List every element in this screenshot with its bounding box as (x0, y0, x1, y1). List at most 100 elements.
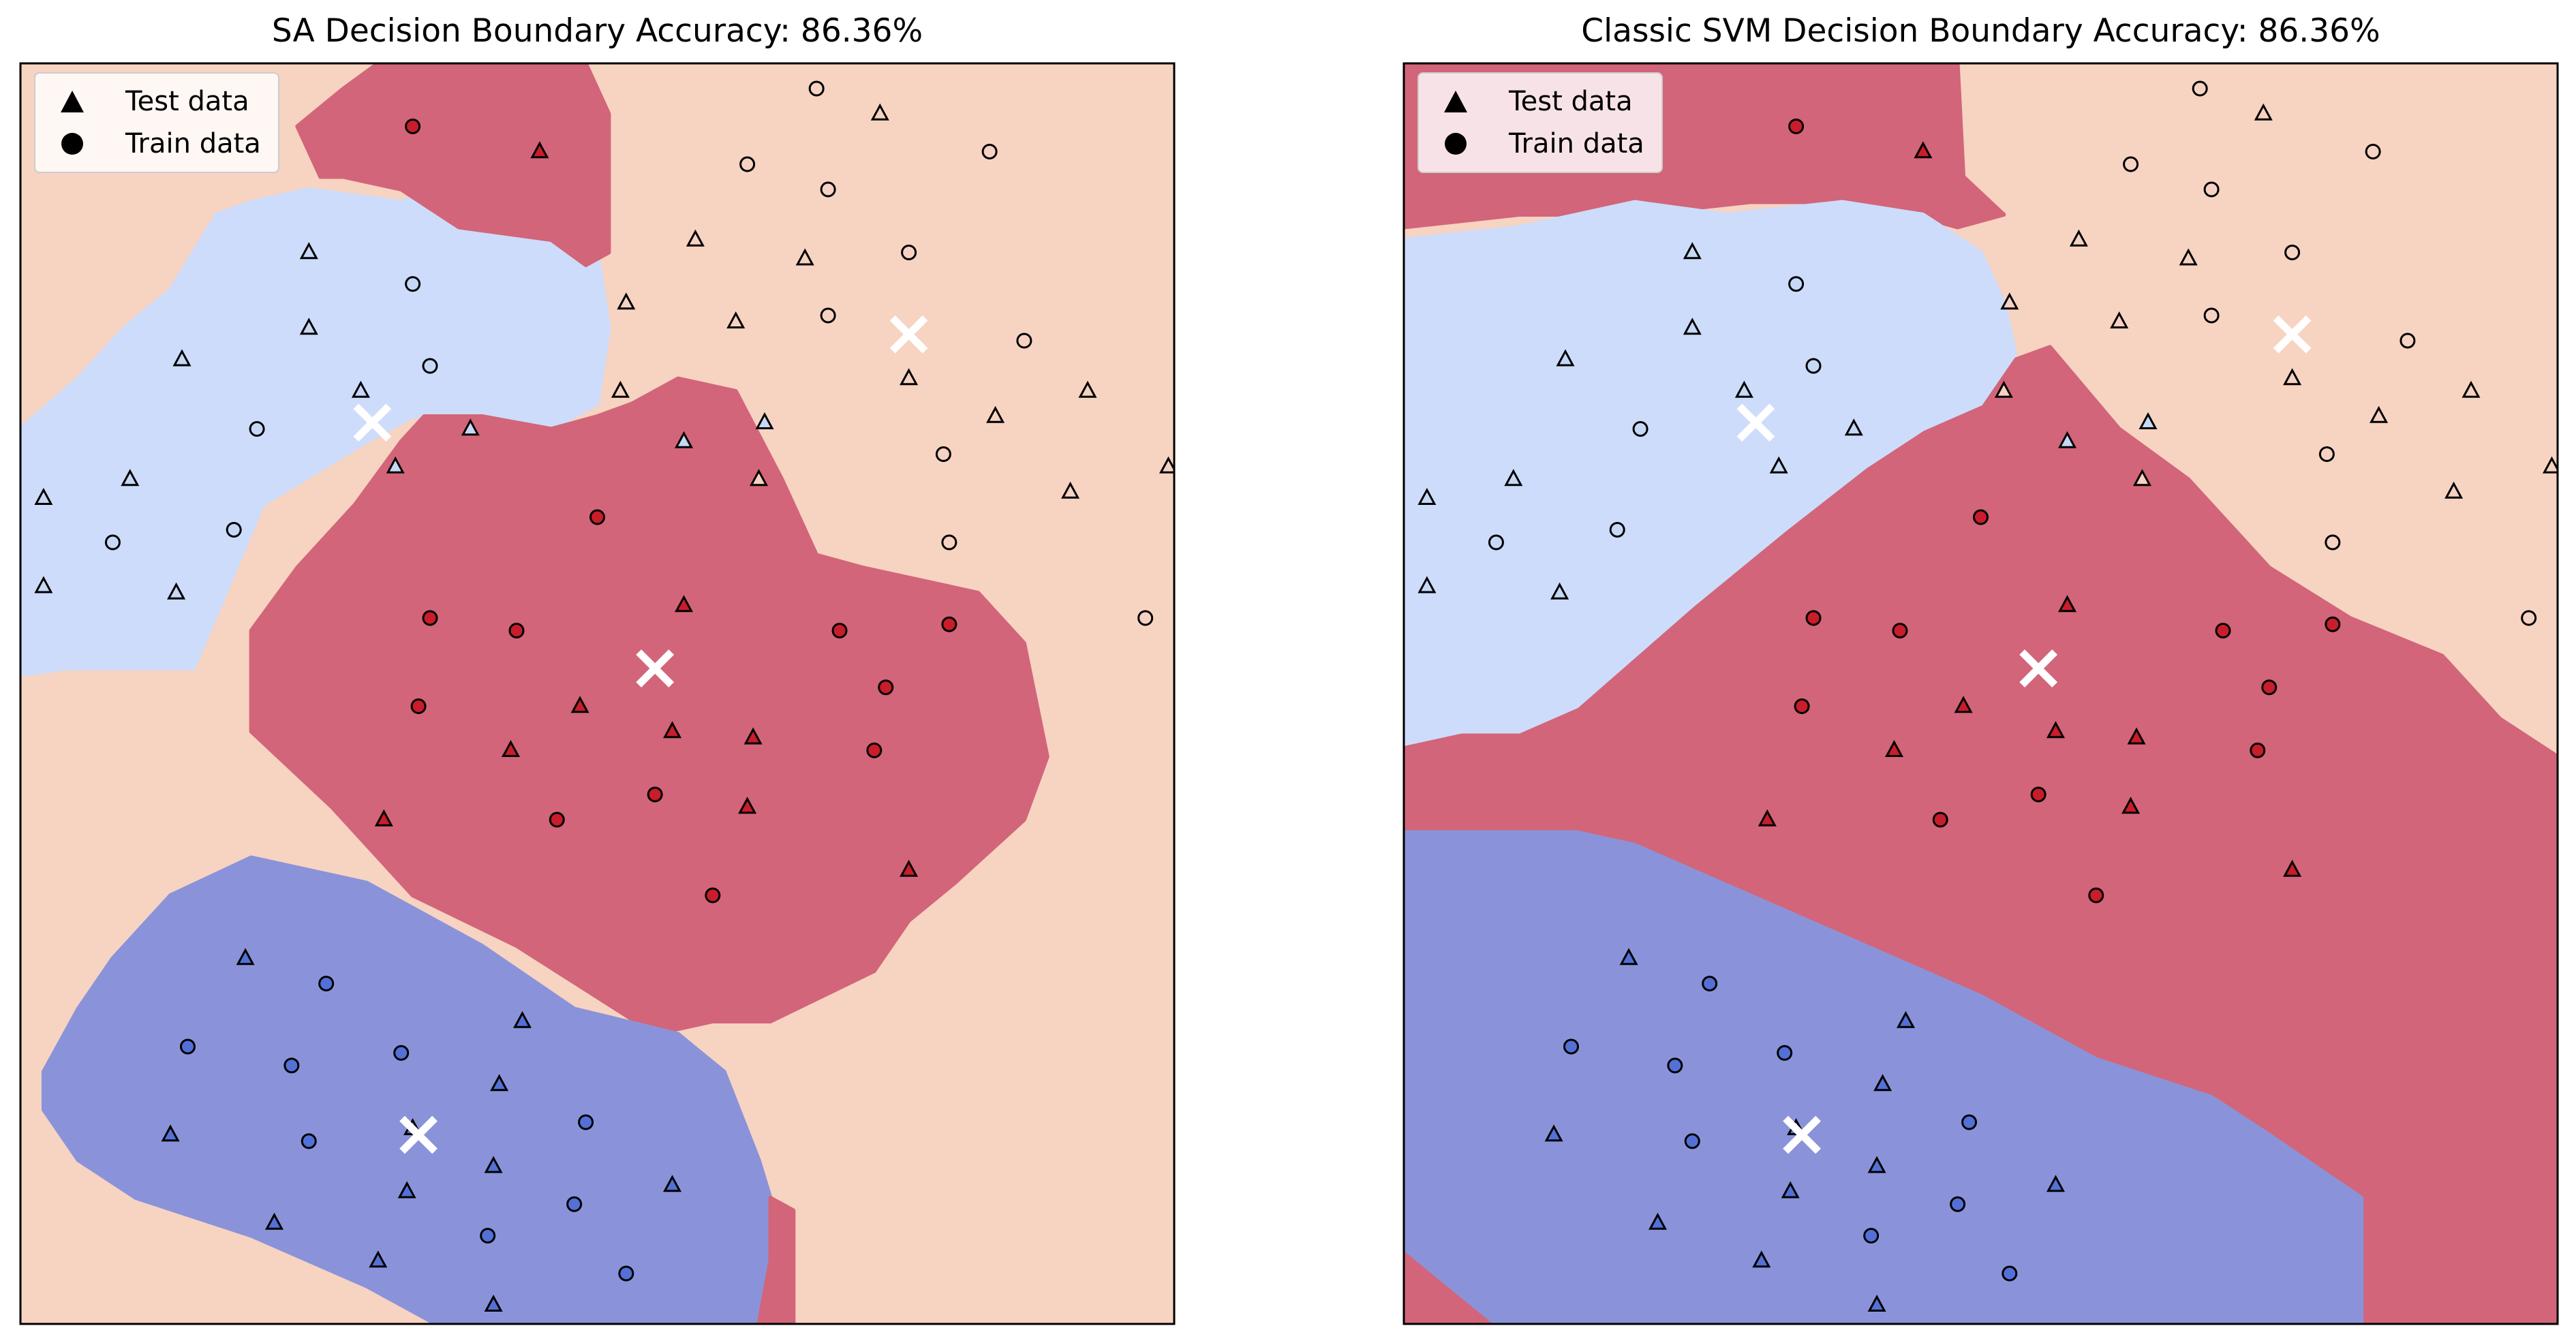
train-point (878, 679, 894, 696)
train-point (226, 522, 242, 538)
train-point (589, 509, 605, 525)
centroid-marker (1783, 1115, 1821, 1154)
train-point (820, 181, 836, 198)
train-point (1794, 698, 1810, 714)
train-point (941, 616, 957, 632)
train-point (405, 119, 421, 134)
test-point (2370, 405, 2389, 423)
test-point (1994, 380, 2013, 398)
test-point (1781, 1181, 1800, 1199)
test-point (2132, 469, 2152, 487)
train-point (2192, 80, 2208, 97)
test-point (461, 418, 480, 436)
test-point (34, 576, 53, 593)
test-point (743, 727, 763, 745)
test-point (662, 721, 682, 739)
test-point (674, 595, 694, 613)
test-point (870, 103, 889, 121)
test-point (264, 1212, 284, 1230)
train-point (1667, 1058, 1683, 1074)
decision-region (756, 1196, 796, 1324)
test-point (738, 797, 757, 814)
test-point (161, 1124, 180, 1142)
test-point (1734, 380, 1753, 398)
train-point (739, 156, 756, 172)
test-point (2127, 727, 2146, 745)
train-point (705, 887, 721, 904)
train-point (2521, 610, 2537, 626)
test-point (900, 368, 919, 386)
test-point (1504, 469, 1523, 487)
legend: Test data Train data (1417, 72, 1663, 173)
test-point (662, 1175, 682, 1192)
train-point (578, 1114, 594, 1130)
legend: Test data Train data (34, 72, 279, 173)
train-point (508, 623, 525, 638)
train-point (1805, 358, 1822, 374)
train-point (2203, 181, 2220, 198)
train-point (1777, 1045, 1793, 1061)
test-point (172, 349, 191, 367)
test-point (900, 859, 919, 877)
train-point (1788, 119, 1805, 134)
test-point (167, 582, 186, 600)
test-point (512, 1010, 532, 1028)
test-point (2179, 248, 2198, 266)
train-point (901, 245, 917, 260)
legend-label: Test data (125, 86, 249, 117)
test-point (1758, 809, 1777, 827)
train-point (1702, 976, 1718, 991)
train-point (393, 1045, 410, 1061)
axes-frame (19, 62, 1176, 1325)
test-point (351, 380, 370, 398)
train-point (2325, 616, 2341, 632)
train-point (2250, 742, 2266, 758)
train-point (104, 534, 121, 551)
train-point (618, 1265, 634, 1282)
test-point (374, 809, 393, 827)
centroid-marker (2273, 315, 2312, 354)
test-point (1619, 948, 1638, 966)
test-point (2542, 456, 2558, 474)
train-point (1684, 1133, 1700, 1149)
train-point (2284, 245, 2301, 260)
triangle-marker-icon (1444, 91, 1467, 112)
test-point (484, 1295, 503, 1312)
plot-content (1404, 63, 2558, 1324)
test-point (1896, 1010, 1916, 1028)
legend-label: Train data (1509, 128, 1644, 159)
test-point (1867, 1156, 1886, 1173)
train-point (831, 623, 848, 638)
train-point (2215, 623, 2231, 638)
test-point (1061, 481, 1080, 499)
test-point (2046, 721, 2066, 739)
train-point (480, 1228, 496, 1244)
test-point (2110, 311, 2129, 328)
test-point (1078, 380, 1097, 398)
test-point (2283, 859, 2302, 877)
test-point (755, 412, 774, 429)
test-point (2283, 368, 2302, 386)
test-point (2057, 431, 2077, 448)
test-point (749, 469, 769, 487)
test-point (986, 405, 1005, 423)
test-point (1159, 456, 1174, 474)
test-point (1544, 1124, 1563, 1142)
train-point (820, 307, 836, 324)
chart-title: Classic SVM Decision Boundary Accuracy: … (1581, 12, 2380, 50)
train-point (179, 1038, 196, 1055)
decision-region (249, 376, 1049, 1036)
test-point (1556, 349, 1575, 367)
test-point (1417, 576, 1437, 593)
test-point (1954, 696, 1973, 713)
legend-entry-test: Test data (35, 84, 278, 119)
chart-panel-right: Classic SVM Decision Boundary Accuracy: … (1383, 0, 2576, 1343)
test-point (1648, 1212, 1668, 1230)
train-point (981, 144, 998, 159)
train-point (1609, 522, 1625, 538)
train-point (1961, 1114, 1978, 1130)
centroid-marker (353, 403, 392, 442)
test-point (2254, 103, 2273, 121)
legend-label: Test data (1509, 86, 1633, 117)
test-point (1752, 1250, 1771, 1268)
